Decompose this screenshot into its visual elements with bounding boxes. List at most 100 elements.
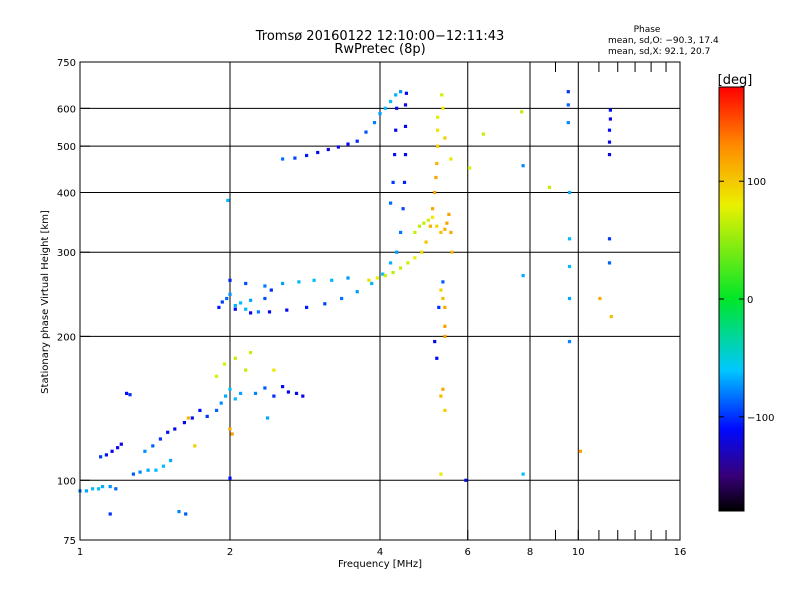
point-x bbox=[383, 274, 387, 278]
point-o bbox=[269, 288, 273, 292]
point-o bbox=[154, 468, 158, 472]
point-o bbox=[226, 198, 230, 202]
point-o bbox=[336, 145, 340, 149]
point-o bbox=[567, 190, 572, 195]
point-o bbox=[394, 93, 398, 97]
data-points bbox=[78, 90, 613, 516]
point-x bbox=[413, 256, 417, 260]
phase-stats-x: mean, sd,X: 92.1, 20.7 bbox=[608, 47, 710, 57]
point-o bbox=[166, 430, 170, 434]
point-o bbox=[372, 121, 377, 125]
point-x bbox=[417, 224, 422, 228]
chart-title: Tromsø 20160122 12:10:00−12:11:43 bbox=[255, 29, 505, 44]
y-tick-label: 500 bbox=[57, 142, 76, 153]
point-o bbox=[263, 296, 267, 301]
point-o bbox=[119, 442, 123, 446]
point-o bbox=[391, 180, 395, 184]
point-x bbox=[435, 161, 439, 166]
point-o bbox=[101, 485, 105, 489]
point-x bbox=[547, 185, 551, 189]
point-x bbox=[431, 215, 435, 219]
point-x bbox=[272, 368, 276, 372]
point-o bbox=[263, 386, 267, 390]
point-o bbox=[403, 124, 408, 128]
axes: 1 2 4 6 8 10 16 75 100 200 300 400 500 600 750 bbox=[57, 58, 686, 558]
point-o bbox=[161, 464, 165, 468]
point-o bbox=[404, 91, 408, 95]
point-x bbox=[443, 408, 447, 412]
point-o bbox=[521, 274, 525, 278]
point-o bbox=[399, 230, 403, 234]
point-x bbox=[436, 115, 440, 119]
point-o bbox=[608, 117, 612, 121]
point-o bbox=[402, 180, 407, 184]
point-x bbox=[439, 288, 443, 292]
y-tick-label: 600 bbox=[57, 104, 76, 115]
point-o bbox=[355, 139, 359, 143]
point-o bbox=[228, 292, 232, 296]
y-tick-label: 400 bbox=[57, 188, 76, 199]
point-o bbox=[99, 455, 103, 459]
point-o bbox=[233, 304, 237, 308]
point-o bbox=[607, 140, 612, 144]
point-o bbox=[110, 449, 114, 453]
point-o bbox=[217, 305, 221, 309]
point-x bbox=[441, 106, 445, 110]
point-o bbox=[566, 103, 570, 107]
point-x bbox=[440, 93, 444, 97]
point-x bbox=[443, 334, 447, 338]
point-o bbox=[253, 391, 258, 395]
point-o bbox=[116, 446, 120, 450]
point-x bbox=[439, 230, 443, 234]
point-o bbox=[294, 391, 299, 395]
point-o bbox=[146, 468, 150, 472]
point-x bbox=[399, 266, 403, 270]
y-tick-label: 75 bbox=[63, 536, 76, 547]
point-o bbox=[158, 437, 162, 441]
point-x bbox=[230, 432, 234, 436]
point-x bbox=[420, 250, 424, 254]
point-o bbox=[91, 487, 95, 491]
point-x bbox=[609, 315, 613, 319]
point-x bbox=[443, 305, 447, 309]
point-x bbox=[445, 221, 449, 225]
point-o bbox=[198, 408, 202, 412]
point-o bbox=[607, 261, 612, 265]
point-o bbox=[267, 310, 272, 314]
point-x bbox=[249, 351, 253, 355]
point-x bbox=[244, 368, 248, 372]
point-o bbox=[285, 308, 289, 312]
point-o bbox=[401, 207, 405, 211]
point-o bbox=[607, 128, 612, 132]
point-o bbox=[567, 237, 572, 241]
point-o bbox=[340, 296, 344, 301]
point-x bbox=[598, 296, 602, 301]
point-x bbox=[520, 110, 524, 114]
x-axis-label: Frequency [MHz] bbox=[338, 559, 422, 570]
point-o bbox=[464, 478, 468, 482]
x-tick-label: 2 bbox=[227, 547, 233, 558]
x-tick-label: 8 bbox=[527, 547, 533, 558]
point-x bbox=[375, 276, 379, 280]
point-o bbox=[326, 147, 330, 152]
point-o bbox=[281, 281, 285, 286]
point-x bbox=[441, 296, 445, 301]
point-o bbox=[393, 153, 397, 157]
point-o bbox=[281, 385, 285, 389]
point-o bbox=[249, 298, 253, 302]
point-o bbox=[233, 307, 237, 311]
point-x bbox=[447, 212, 451, 216]
point-x bbox=[449, 157, 453, 161]
point-o bbox=[143, 449, 147, 453]
phase-stats-title: Phase bbox=[634, 25, 661, 35]
point-o bbox=[228, 387, 232, 391]
point-o bbox=[225, 296, 229, 301]
point-o bbox=[330, 278, 334, 282]
point-o bbox=[383, 106, 387, 110]
point-x bbox=[443, 136, 447, 140]
point-o bbox=[305, 153, 309, 158]
point-o bbox=[399, 90, 403, 94]
point-o bbox=[381, 272, 385, 276]
point-x bbox=[436, 128, 440, 132]
x-tick-label: 6 bbox=[465, 547, 471, 558]
